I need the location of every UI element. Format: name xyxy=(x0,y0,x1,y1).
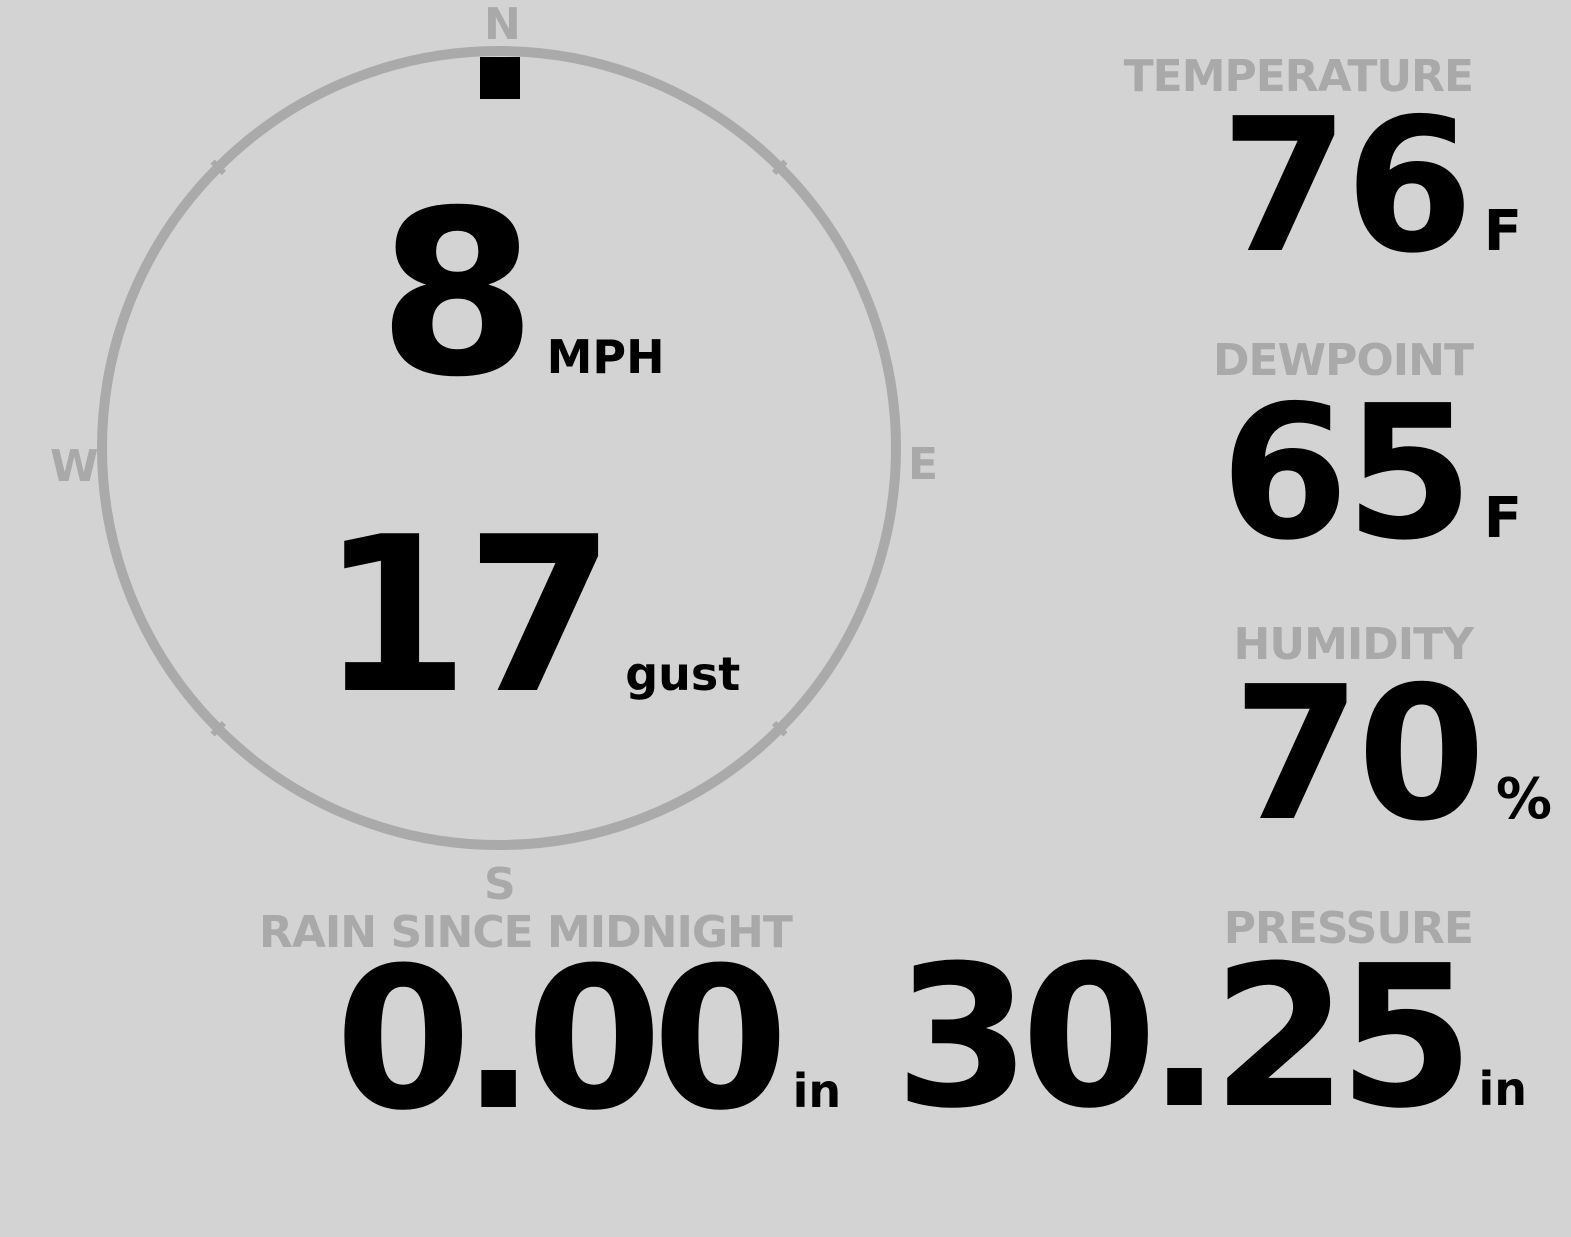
temperature-value: 76 xyxy=(1220,78,1473,294)
temperature-unit: F xyxy=(1483,199,1522,264)
compass-ticks xyxy=(210,159,788,737)
wind-gust-value: 17 xyxy=(320,490,615,741)
wind-speed-value: 8 xyxy=(378,161,537,427)
pressure-value: 30.25 xyxy=(894,924,1475,1152)
pressure-label: PRESSURE xyxy=(1223,903,1474,954)
dewpoint-label: DEWPOINT xyxy=(1213,335,1474,386)
rain-row: 0.00 in xyxy=(335,926,842,1154)
dewpoint-row: 65 F xyxy=(1220,365,1522,581)
wind-gust-row: 17 gust xyxy=(320,490,741,741)
compass-n-label: N xyxy=(484,0,521,50)
humidity-row: 70 % xyxy=(1232,646,1552,862)
rain-unit: in xyxy=(792,1064,842,1118)
compass-e-label: E xyxy=(908,439,939,490)
pressure-unit: in xyxy=(1478,1062,1527,1116)
humidity-label: HUMIDITY xyxy=(1233,619,1474,670)
humidity-unit: % xyxy=(1495,767,1552,832)
compass-s-label: S xyxy=(484,859,516,910)
wind-speed-row: 8 MPH xyxy=(378,161,665,427)
temperature-row: 76 F xyxy=(1220,78,1522,294)
dewpoint-value: 65 xyxy=(1220,365,1473,581)
humidity-value: 70 xyxy=(1232,646,1485,862)
wind-gust-unit: gust xyxy=(625,647,741,701)
wind-direction-indicator xyxy=(480,57,520,99)
compass-w-label: W xyxy=(50,441,99,492)
compass-tick xyxy=(771,720,788,737)
compass-tick xyxy=(210,720,227,737)
dewpoint-unit: F xyxy=(1483,486,1522,551)
rain-label: RAIN SINCE MIDNIGHT xyxy=(259,907,793,958)
wind-speed-unit: MPH xyxy=(546,330,665,384)
compass-tick xyxy=(210,159,227,176)
compass-tick xyxy=(771,159,788,176)
rain-value: 0.00 xyxy=(335,926,789,1154)
compass-ring xyxy=(97,46,901,850)
temperature-label: TEMPERATURE xyxy=(1123,51,1474,102)
pressure-row: 30.25 in xyxy=(894,924,1527,1152)
